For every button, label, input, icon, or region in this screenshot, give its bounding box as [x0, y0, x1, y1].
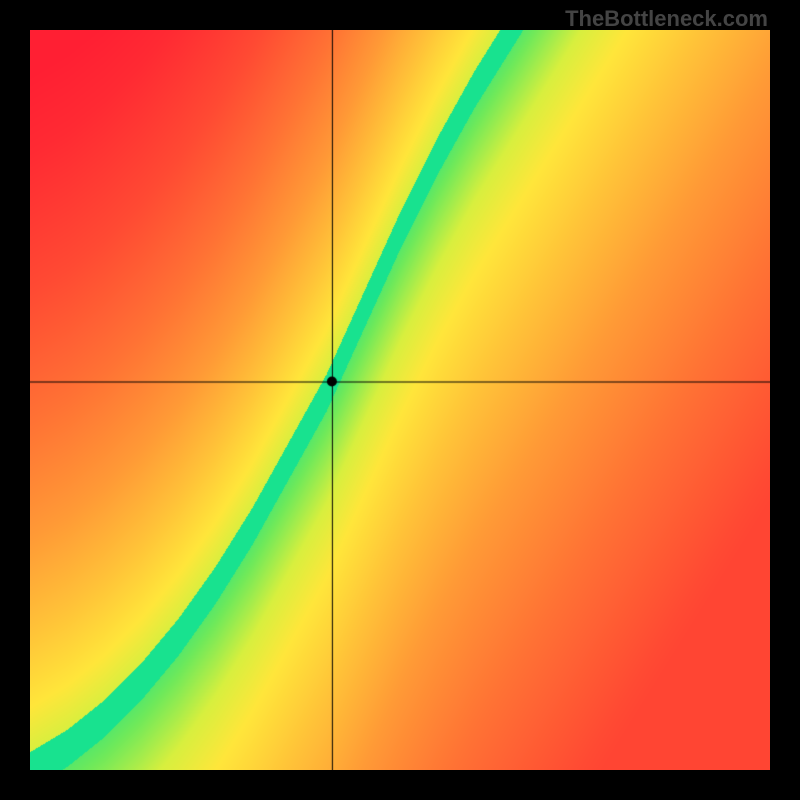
chart-container: TheBottleneck.com: [0, 0, 800, 800]
plot-area: [30, 30, 770, 770]
watermark-text: TheBottleneck.com: [565, 6, 768, 32]
heatmap-canvas: [30, 30, 770, 770]
